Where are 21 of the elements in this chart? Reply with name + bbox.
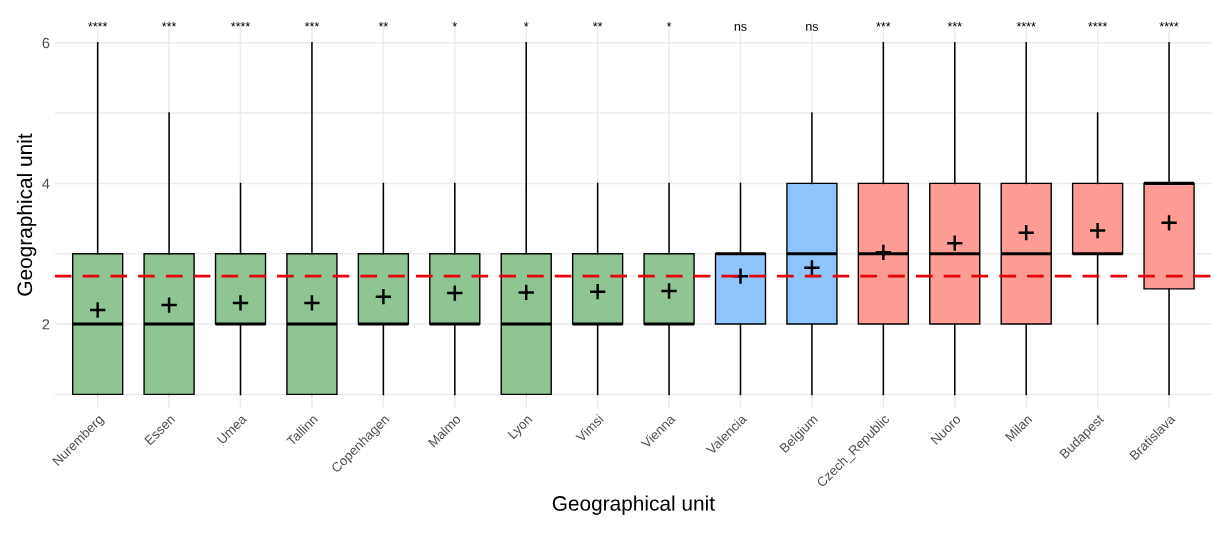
annotation: **** [1159, 22, 1179, 27]
annotation: *** [304, 22, 320, 27]
annotation: ** [378, 22, 389, 27]
annotation: * [452, 22, 458, 27]
y-tick-label: 2 [42, 319, 50, 330]
annotation: ns [734, 23, 747, 31]
y-axis-title: Geographical unit [16, 133, 37, 296]
annotation: * [523, 22, 529, 27]
annotation: ns [806, 23, 819, 31]
annotation: **** [1088, 22, 1108, 27]
y-tick-label: 6 [42, 37, 50, 49]
annotation: **** [230, 22, 251, 27]
annotation: ** [592, 22, 603, 27]
x-axis-title: Geographical unit [552, 495, 715, 515]
annotation: **** [1016, 22, 1036, 27]
annotation: *** [161, 22, 177, 27]
annotation: **** [88, 22, 108, 27]
annotation: *** [876, 22, 891, 27]
annotation: * [666, 22, 672, 27]
annotation: *** [947, 22, 962, 27]
y-tick-label: 4 [42, 178, 50, 189]
